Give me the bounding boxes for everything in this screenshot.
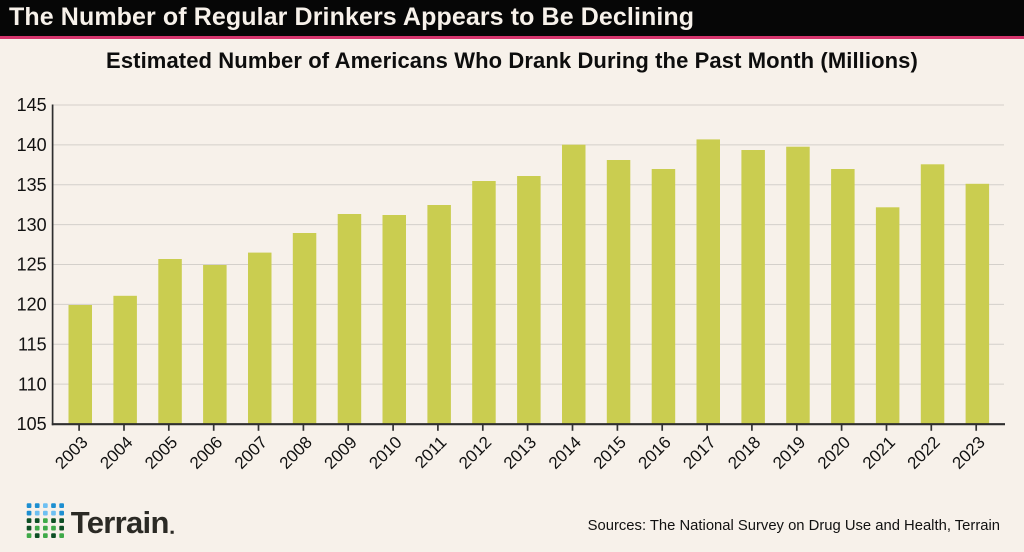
svg-text:2012: 2012 bbox=[455, 433, 495, 473]
svg-text:2007: 2007 bbox=[231, 433, 271, 473]
svg-text:2016: 2016 bbox=[635, 433, 675, 473]
svg-text:2017: 2017 bbox=[679, 433, 719, 473]
svg-text:2021: 2021 bbox=[859, 433, 899, 473]
svg-text:130: 130 bbox=[17, 215, 47, 235]
svg-text:2006: 2006 bbox=[186, 433, 226, 473]
svg-text:145: 145 bbox=[17, 95, 47, 115]
svg-text:2023: 2023 bbox=[949, 433, 989, 473]
svg-text:Terrain: Terrain bbox=[71, 505, 169, 540]
svg-text:2013: 2013 bbox=[500, 433, 540, 473]
svg-text:120: 120 bbox=[17, 295, 47, 315]
svg-text:2011: 2011 bbox=[411, 433, 450, 472]
svg-text:2018: 2018 bbox=[724, 433, 764, 473]
svg-text:2003: 2003 bbox=[51, 433, 91, 473]
svg-text:140: 140 bbox=[17, 135, 47, 155]
svg-text:2014: 2014 bbox=[545, 433, 585, 473]
svg-text:2009: 2009 bbox=[321, 433, 361, 473]
svg-text:2004: 2004 bbox=[96, 433, 136, 473]
svg-text:2008: 2008 bbox=[276, 433, 316, 473]
svg-text:2005: 2005 bbox=[141, 433, 181, 473]
svg-text:115: 115 bbox=[18, 334, 47, 354]
svg-text:135: 135 bbox=[17, 175, 47, 195]
svg-text:2019: 2019 bbox=[769, 433, 809, 473]
svg-text:2015: 2015 bbox=[590, 433, 630, 473]
svg-text:125: 125 bbox=[17, 255, 47, 275]
svg-text:2020: 2020 bbox=[814, 433, 854, 473]
svg-text:110: 110 bbox=[18, 374, 47, 394]
svg-text:2010: 2010 bbox=[365, 433, 405, 473]
svg-text:2022: 2022 bbox=[904, 433, 944, 473]
svg-text:105: 105 bbox=[17, 414, 47, 434]
